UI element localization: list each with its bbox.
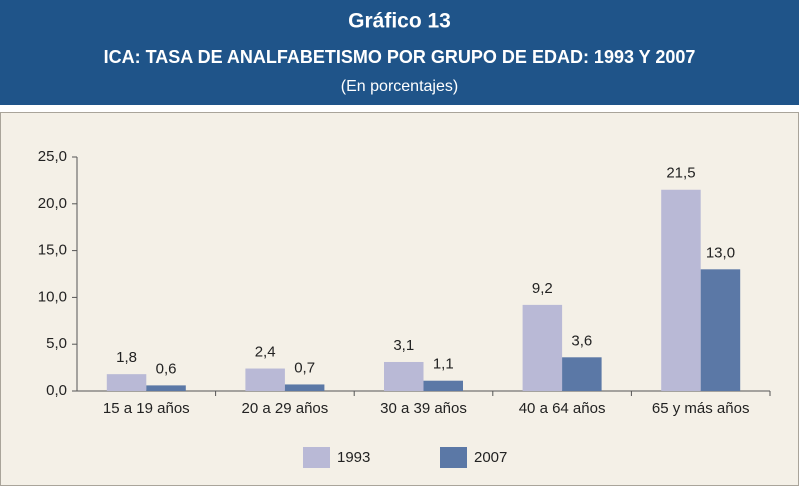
data-label: 0,6 xyxy=(156,360,177,377)
data-label: 1,8 xyxy=(116,349,137,366)
data-label: 3,1 xyxy=(393,337,414,354)
legend-label: 1993 xyxy=(337,449,370,466)
bar xyxy=(423,380,463,391)
y-tick-label: 10,0 xyxy=(38,288,67,305)
bar xyxy=(284,384,325,391)
chart-title: Gráfico 13 xyxy=(348,10,451,33)
legend-swatch xyxy=(440,447,467,468)
y-tick-label: 0,0 xyxy=(46,382,67,399)
bar xyxy=(245,368,285,391)
legend-swatch xyxy=(303,447,330,468)
data-label: 2,4 xyxy=(255,344,276,361)
chart-note: (En porcentajes) xyxy=(341,78,458,95)
data-label: 1,1 xyxy=(433,356,454,373)
x-tick-label: 15 a 19 años xyxy=(103,400,190,417)
chart-subtitle: ICA: TASA DE ANALFABETISMO POR GRUPO DE … xyxy=(104,47,696,67)
bar xyxy=(384,361,424,391)
x-tick-label: 40 a 64 años xyxy=(519,400,606,417)
y-tick-label: 20,0 xyxy=(38,195,67,212)
bar xyxy=(522,304,563,391)
bar xyxy=(106,374,147,391)
x-tick-label: 30 a 39 años xyxy=(380,400,467,417)
data-label: 9,2 xyxy=(532,280,553,297)
bar xyxy=(146,385,186,391)
data-label: 13,0 xyxy=(706,244,735,261)
header-band xyxy=(0,0,799,105)
data-label: 21,5 xyxy=(666,165,695,182)
data-label: 3,6 xyxy=(571,332,592,349)
bar xyxy=(661,189,701,391)
bar xyxy=(562,357,602,391)
x-tick-label: 20 a 29 años xyxy=(242,400,329,417)
bar xyxy=(700,269,741,391)
y-tick-label: 25,0 xyxy=(38,148,67,165)
legend-label: 2007 xyxy=(474,449,507,466)
y-tick-label: 5,0 xyxy=(46,335,67,352)
y-tick-label: 15,0 xyxy=(38,242,67,259)
data-label: 0,7 xyxy=(294,359,315,376)
x-tick-label: 65 y más años xyxy=(652,400,750,417)
